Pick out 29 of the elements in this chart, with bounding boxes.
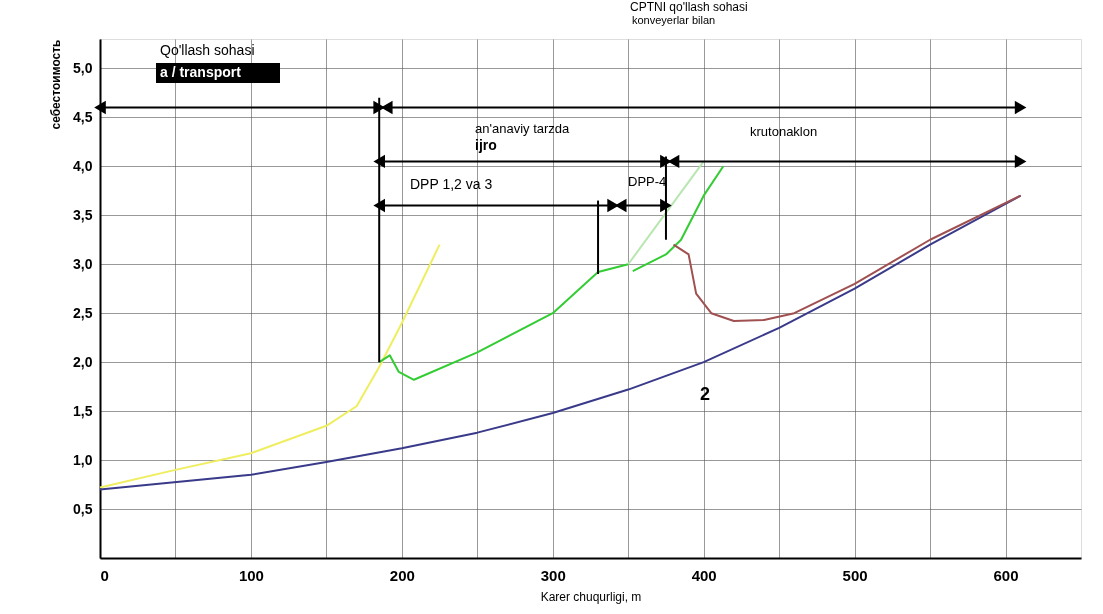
y-tick-label: 4,5 <box>73 108 93 125</box>
y-tick-label: 2,0 <box>73 353 93 370</box>
y-tick-label: 1,5 <box>73 402 93 419</box>
annotation: 2 <box>700 384 711 404</box>
y-tick-label: 3,0 <box>73 255 93 272</box>
annotation: an'anaviy tarzda <box>475 121 571 136</box>
annotation: ijro <box>475 137 497 153</box>
y-tick-label: 0,5 <box>73 500 93 517</box>
x-tick-label: 300 <box>540 566 566 584</box>
x-tick-label: 400 <box>691 566 717 584</box>
x-tick-label: 500 <box>842 566 868 584</box>
x-axis-title: Karer chuqurligi, m <box>540 589 642 604</box>
text: konveyerlar bilan <box>632 14 716 26</box>
annotation: Qo'llash sohasi <box>160 42 255 58</box>
annotation: krutonaklon <box>750 124 818 139</box>
annotation: DPP 1,2 va 3 <box>410 176 493 192</box>
x-tick-label: 100 <box>238 566 264 584</box>
text: CPTNI qo'llash sohasi <box>630 0 748 14</box>
y-tick-label: 5,0 <box>73 59 93 76</box>
x-tick-label: 600 <box>993 566 1019 584</box>
x-tick-label: 200 <box>389 566 415 584</box>
x-tick-label: 0 <box>100 566 109 584</box>
annotation: a / transport <box>160 64 242 80</box>
y-tick-label: 3,5 <box>73 206 93 223</box>
y-axis-title: себестоимость <box>49 39 64 130</box>
y-tick-label: 1,0 <box>73 451 93 468</box>
y-tick-label: 2,5 <box>73 304 93 321</box>
annotation: DPP-4 <box>628 174 667 189</box>
y-tick-label: 4,0 <box>73 157 93 174</box>
